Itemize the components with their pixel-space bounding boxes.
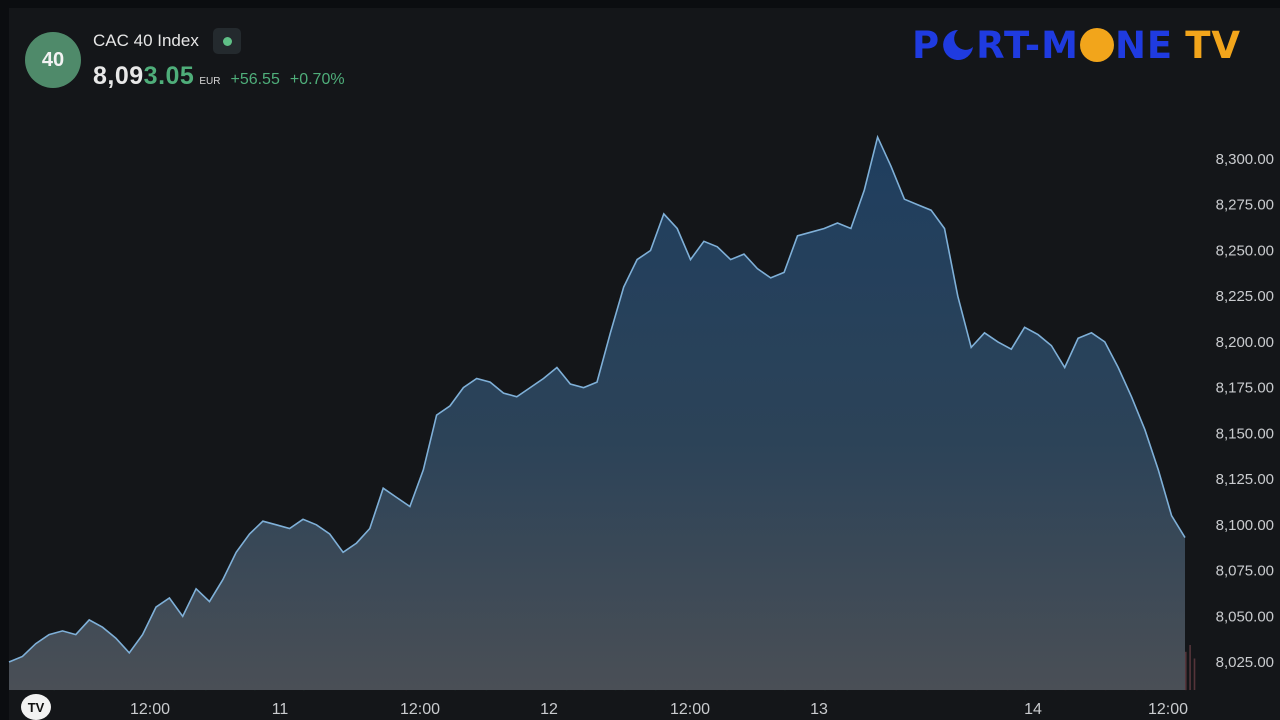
y-tick-label: 8,250.00 <box>1216 243 1274 260</box>
change-percent: +0.70% <box>289 71 345 88</box>
price-line <box>8 134 1186 663</box>
left-border <box>0 0 9 720</box>
y-tick-label: 8,300.00 <box>1216 151 1274 168</box>
market-open-dot-icon <box>222 36 232 46</box>
y-tick-label: 8,100.00 <box>1216 517 1274 534</box>
tradingview-logo-icon[interactable]: TV <box>21 694 51 720</box>
brand-text-ne: NE <box>1114 23 1174 67</box>
y-tick-label: 8,275.00 <box>1216 197 1274 214</box>
y-axis: 8,300.00 8,275.00 8,250.00 8,225.00 8,200.00… <box>1216 151 1274 671</box>
market-status[interactable] <box>213 28 241 54</box>
brand-logo: P RT-M NE TV <box>912 20 1241 70</box>
badge-text: 40 <box>41 48 65 71</box>
x-tick-label: 12 <box>540 701 558 718</box>
x-tick-label: 12:00 <box>1148 701 1188 718</box>
price-row: 8,09 3.05 EUR +56.55 +0.70% <box>93 62 345 91</box>
tradingview-logo-text: TV <box>27 699 45 715</box>
x-tick-label: 12:00 <box>130 701 170 718</box>
brand-text-p: P <box>912 23 941 67</box>
y-tick-label: 8,200.00 <box>1216 334 1274 351</box>
y-tick-label: 8,025.00 <box>1216 654 1274 671</box>
y-tick-label: 8,125.00 <box>1216 471 1274 488</box>
brand-text-tv: TV <box>1185 23 1242 67</box>
x-tick-label: 12:00 <box>400 701 440 718</box>
y-tick-label: 8,050.00 <box>1216 608 1274 625</box>
y-tick-label: 8,225.00 <box>1216 288 1274 305</box>
symbol-name[interactable]: CAC 40 Index <box>93 31 199 50</box>
brand-text-rtm: RT-M <box>976 23 1079 67</box>
currency: EUR <box>199 76 221 87</box>
y-tick-label: 8,150.00 <box>1216 425 1274 442</box>
x-tick-label: 11 <box>272 701 289 718</box>
volume-bar <box>1193 658 1196 690</box>
price-tail: 3.05 <box>143 62 195 90</box>
price-main: 8,09 <box>93 62 144 90</box>
volume-bar <box>1189 645 1191 690</box>
sun-icon <box>1079 28 1114 62</box>
change-absolute: +56.55 <box>230 71 280 88</box>
price-area <box>9 137 1185 691</box>
x-tick-label: 13 <box>810 701 828 718</box>
top-border <box>0 0 1280 8</box>
x-tick-label: 14 <box>1024 701 1042 718</box>
volume-bar <box>1185 651 1187 691</box>
x-tick-label: 12:00 <box>670 701 710 718</box>
y-tick-label: 8,175.00 <box>1216 380 1274 397</box>
y-tick-label: 8,075.00 <box>1216 563 1274 580</box>
moon-icon <box>941 28 975 62</box>
x-axis: 12:00 11 12:00 12 12:00 13 14 12:00 <box>130 701 1188 718</box>
symbol-badge[interactable]: 40 <box>25 32 81 88</box>
